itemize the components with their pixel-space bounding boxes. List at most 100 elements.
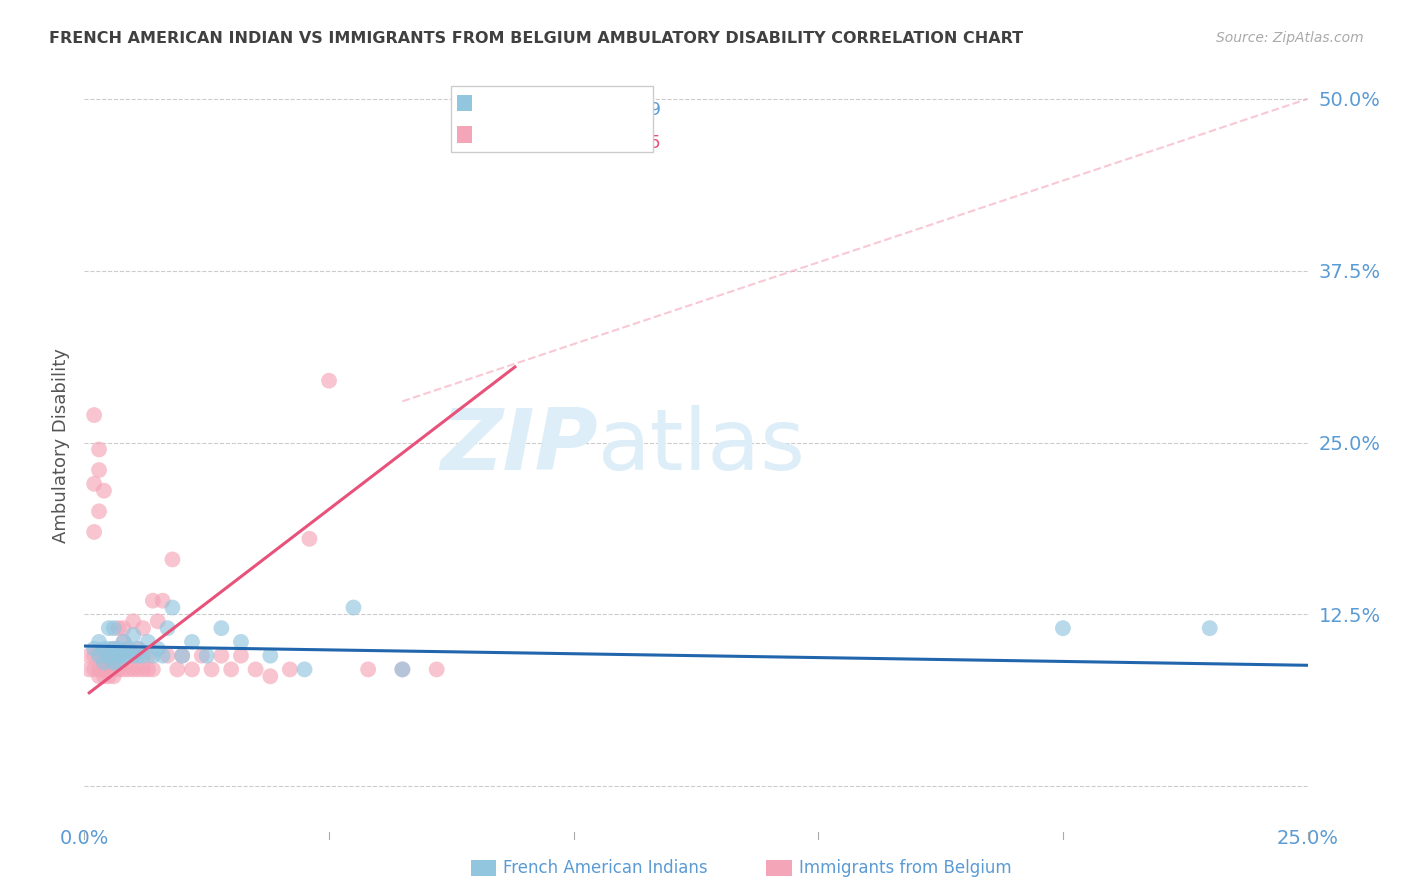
Point	[209, 648, 232, 663]
Point	[152, 648, 174, 663]
Point	[172, 648, 194, 663]
Point	[97, 669, 120, 683]
Point	[87, 463, 110, 477]
Point	[132, 621, 155, 635]
Point	[87, 648, 110, 663]
Point	[107, 641, 129, 656]
Point	[87, 442, 110, 457]
Point	[426, 662, 449, 676]
Point	[162, 552, 184, 566]
Point	[97, 648, 120, 663]
Point	[219, 662, 242, 676]
Text: atlas: atlas	[598, 404, 806, 488]
Point	[93, 648, 115, 663]
Point	[127, 641, 149, 656]
Point	[97, 656, 120, 670]
Point	[93, 656, 115, 670]
Text: Immigrants from Belgium: Immigrants from Belgium	[799, 859, 1011, 877]
Point	[132, 648, 155, 663]
Point	[229, 635, 252, 649]
Point	[87, 504, 110, 518]
Text: French American Indians: French American Indians	[503, 859, 709, 877]
Point	[112, 635, 135, 649]
Point	[97, 648, 120, 663]
Point	[103, 621, 125, 635]
Point	[103, 656, 125, 670]
Point	[209, 621, 232, 635]
Point	[127, 641, 149, 656]
Point	[156, 648, 179, 663]
Point	[97, 662, 120, 676]
Text: Source: ZipAtlas.com: Source: ZipAtlas.com	[1216, 31, 1364, 45]
Point	[87, 669, 110, 683]
Point	[97, 641, 120, 656]
Text: R = -0.132: R = -0.132	[475, 102, 572, 120]
Point	[122, 648, 145, 663]
Point	[259, 648, 281, 663]
Point	[117, 641, 139, 656]
Point	[136, 648, 159, 663]
Point	[142, 593, 165, 607]
Point	[1198, 621, 1220, 635]
Point	[142, 648, 165, 663]
FancyBboxPatch shape	[457, 95, 472, 112]
Point	[122, 648, 145, 663]
Point	[97, 621, 120, 635]
Point	[117, 648, 139, 663]
Point	[77, 662, 100, 676]
Point	[298, 532, 321, 546]
Point	[107, 648, 129, 663]
Y-axis label: Ambulatory Disability: Ambulatory Disability	[52, 349, 70, 543]
Point	[1052, 621, 1074, 635]
Point	[103, 641, 125, 656]
Point	[142, 662, 165, 676]
Point	[391, 662, 413, 676]
Point	[136, 662, 159, 676]
Point	[229, 648, 252, 663]
Point	[87, 635, 110, 649]
Text: ZIP: ZIP	[440, 404, 598, 488]
Point	[107, 656, 129, 670]
Point	[83, 662, 105, 676]
Point	[112, 662, 135, 676]
Text: N = 65: N = 65	[598, 134, 661, 152]
Point	[107, 648, 129, 663]
Point	[93, 483, 115, 498]
Point	[87, 662, 110, 676]
Point	[103, 662, 125, 676]
Text: N = 39: N = 39	[598, 102, 661, 120]
Point	[87, 648, 110, 663]
Point	[136, 635, 159, 649]
Point	[107, 662, 129, 676]
Point	[152, 593, 174, 607]
Point	[83, 524, 105, 539]
Point	[132, 662, 155, 676]
Point	[103, 641, 125, 656]
Point	[127, 648, 149, 663]
Point	[318, 374, 340, 388]
Point	[112, 621, 135, 635]
Point	[156, 621, 179, 635]
Point	[146, 641, 169, 656]
Point	[83, 408, 105, 422]
Point	[112, 635, 135, 649]
Point	[122, 662, 145, 676]
Point	[191, 648, 214, 663]
Point	[77, 648, 100, 663]
Text: R =  0.582: R = 0.582	[475, 134, 572, 152]
Point	[294, 662, 316, 676]
Point	[93, 641, 115, 656]
Point	[117, 641, 139, 656]
Point	[83, 641, 105, 656]
Point	[93, 662, 115, 676]
Point	[181, 635, 204, 649]
Point	[146, 615, 169, 629]
Point	[112, 648, 135, 663]
Point	[200, 662, 222, 676]
Point	[103, 648, 125, 663]
Point	[195, 648, 218, 663]
Text: FRENCH AMERICAN INDIAN VS IMMIGRANTS FROM BELGIUM AMBULATORY DISABILITY CORRELAT: FRENCH AMERICAN INDIAN VS IMMIGRANTS FRO…	[49, 31, 1024, 46]
Point	[245, 662, 267, 676]
FancyBboxPatch shape	[457, 126, 472, 143]
Point	[83, 476, 105, 491]
